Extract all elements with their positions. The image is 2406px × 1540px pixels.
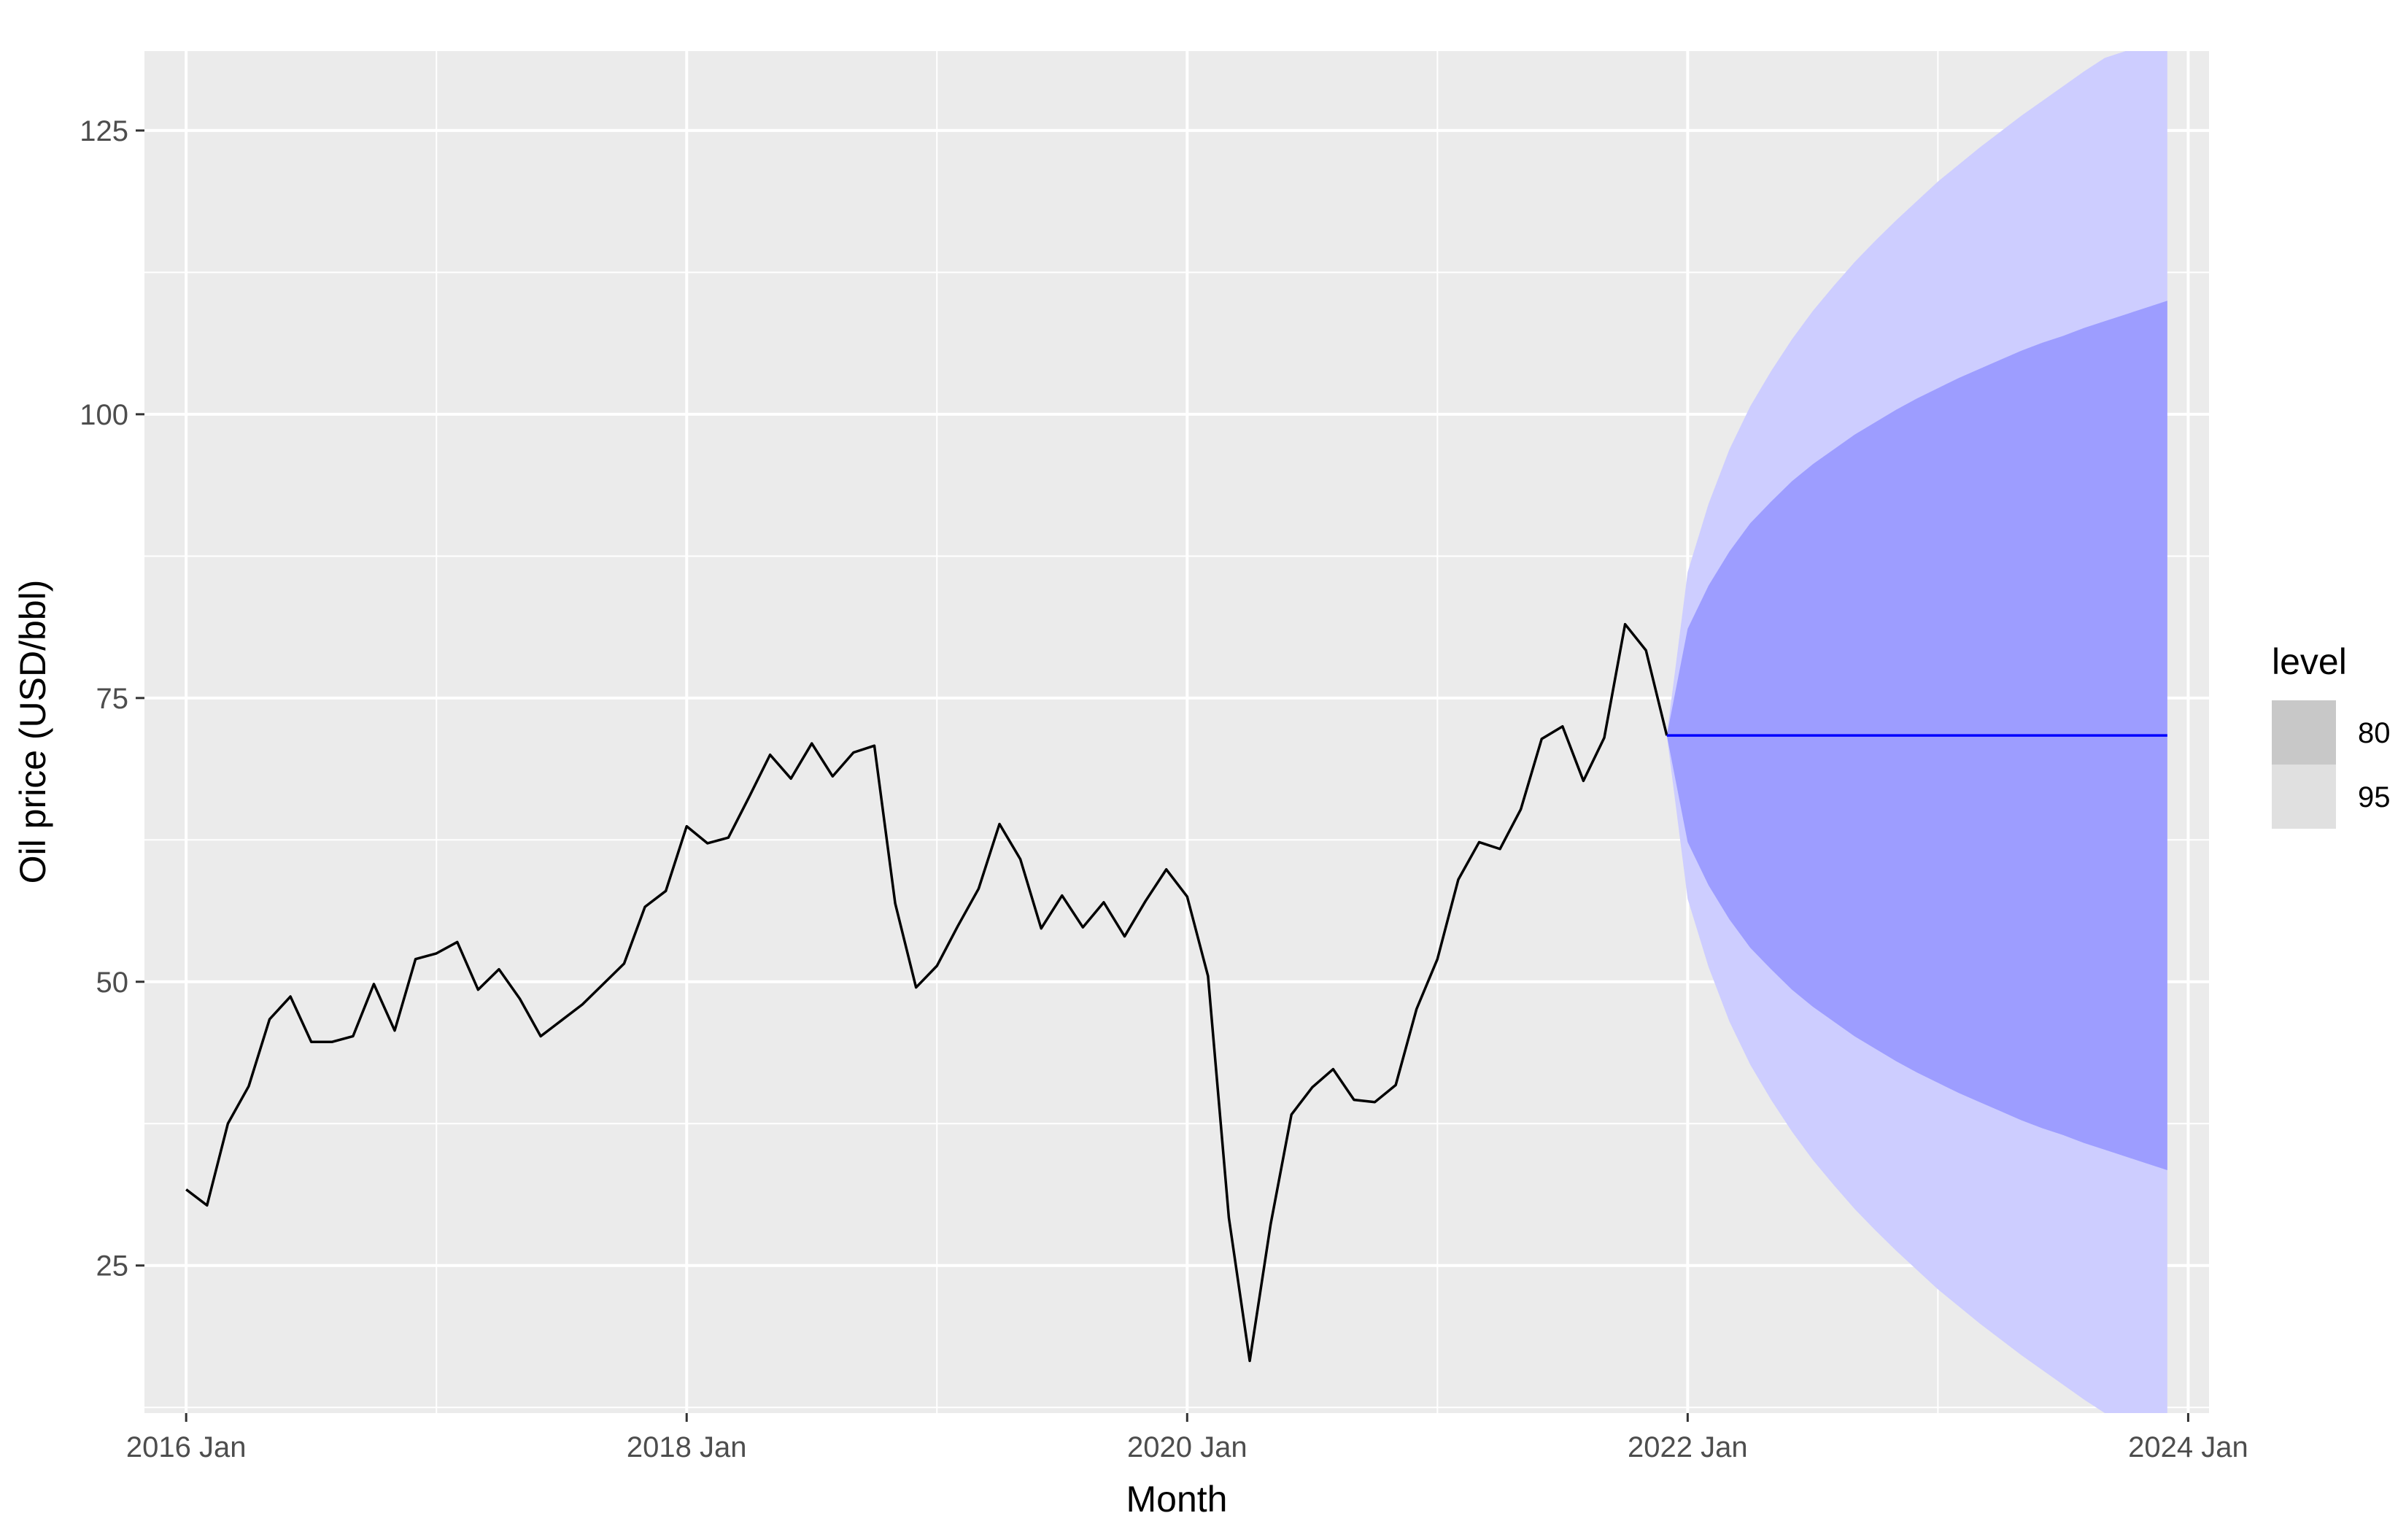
series-lines (185, 622, 2167, 1363)
legend-label-80: 80 (2358, 717, 2391, 749)
legend-title: level (2272, 641, 2347, 682)
legend-key-95 (2272, 765, 2336, 829)
y-tick-label: 100 (80, 399, 128, 431)
x-axis: 2016 Jan 2018 Jan 2020 Jan 2022 Jan 2024 Jan (126, 1413, 2248, 1463)
major-grid (144, 51, 2209, 1413)
y-tick-label: 75 (96, 683, 129, 715)
y-tick-label: 25 (96, 1250, 129, 1282)
y-axis-title: Oil price (USD/bbl) (12, 580, 53, 884)
x-tick-label: 2018 Jan (627, 1431, 747, 1463)
y-axis: 25 50 75 100 125 (80, 115, 144, 1282)
x-tick-label: 2016 Jan (126, 1431, 247, 1463)
y-tick-label: 125 (80, 115, 128, 147)
legend: level 80 95 (2272, 641, 2391, 829)
legend-key-80 (2272, 700, 2336, 765)
history-line (185, 622, 1668, 1363)
x-tick-label: 2022 Jan (1628, 1431, 1748, 1463)
x-axis-title: Month (1126, 1479, 1228, 1520)
legend-label-95: 95 (2358, 781, 2391, 813)
x-tick-label: 2020 Jan (1127, 1431, 1248, 1463)
x-tick-label: 2024 Jan (2128, 1431, 2248, 1463)
y-tick-label: 50 (96, 967, 129, 999)
